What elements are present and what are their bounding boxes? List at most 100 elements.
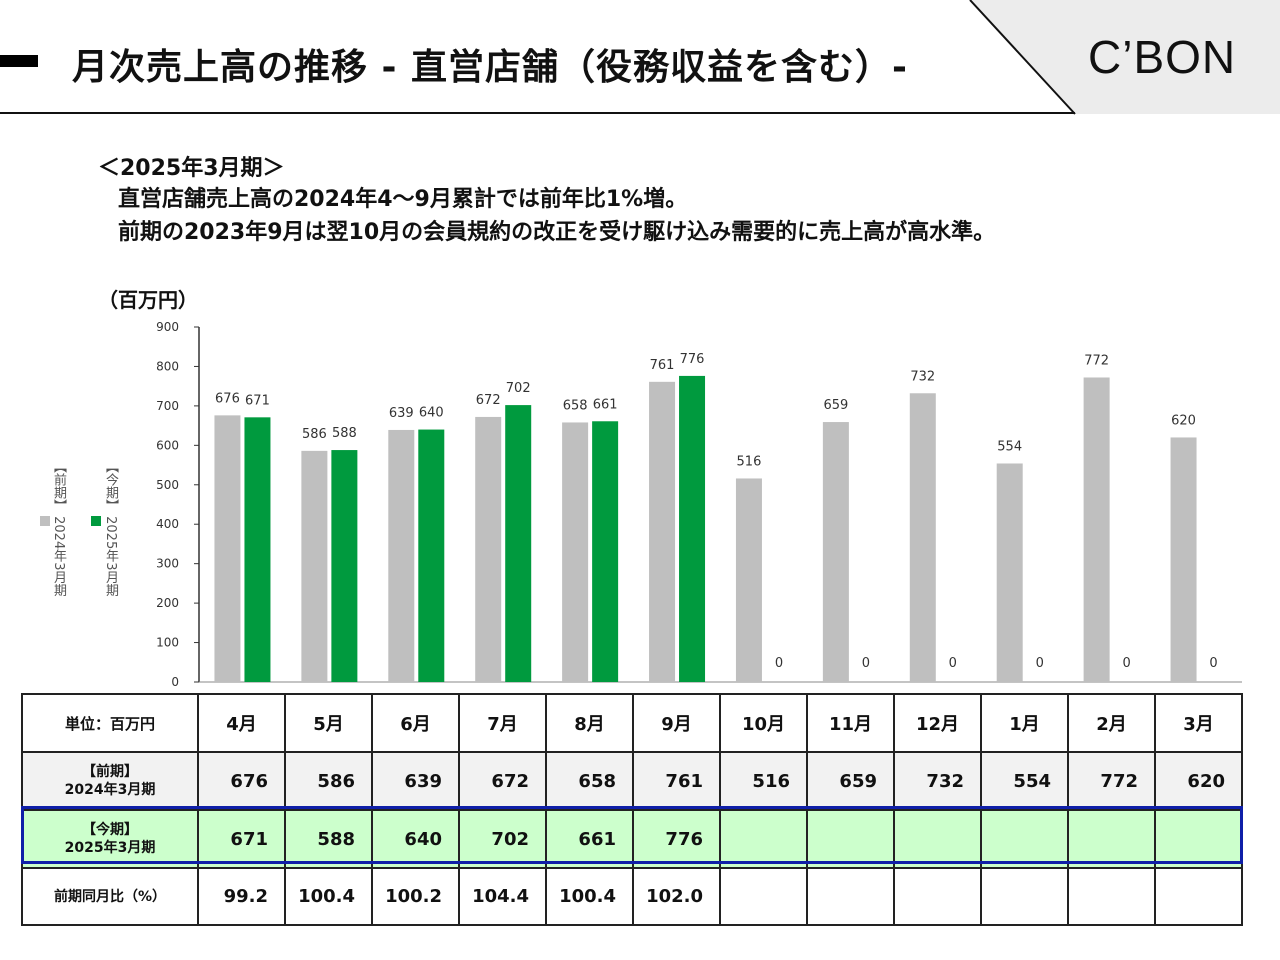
row-label-line: 【前期】 bbox=[82, 764, 138, 780]
bar-prev bbox=[822, 422, 849, 682]
data-label-prev: 586 bbox=[302, 427, 327, 442]
data-label-prev: 659 bbox=[823, 398, 848, 413]
table-cell: 702 bbox=[458, 809, 547, 869]
bar-curr bbox=[331, 450, 358, 682]
table-cell: 99.2 bbox=[197, 867, 286, 926]
data-label-curr: 0 bbox=[862, 656, 870, 671]
table-header-row: 単位：百万円 4月 5月 6月 7月 8月 9月 10月 11月 12月 1月 … bbox=[21, 693, 1243, 753]
table-cell: 516 bbox=[719, 751, 808, 811]
table-cell bbox=[1154, 809, 1243, 869]
month-header: 3月 bbox=[1154, 693, 1243, 753]
y-tick-label: 900 bbox=[156, 320, 179, 334]
bar-prev bbox=[735, 478, 762, 682]
bar-prev bbox=[1083, 377, 1110, 682]
table-cell bbox=[893, 809, 982, 869]
data-label-prev: 672 bbox=[476, 393, 501, 408]
bar-prev bbox=[1170, 437, 1197, 682]
bar-curr bbox=[418, 429, 445, 682]
table-cell: 100.4 bbox=[545, 867, 634, 926]
legend-prev-label: 【前期】 2024年3月期 bbox=[51, 460, 66, 597]
data-label-curr: 661 bbox=[593, 397, 618, 412]
table-cell: 761 bbox=[632, 751, 721, 811]
data-label-curr: 0 bbox=[775, 656, 783, 671]
bar-curr bbox=[505, 405, 532, 682]
month-header: 4月 bbox=[197, 693, 286, 753]
month-header: 7月 bbox=[458, 693, 547, 753]
table-row-ratio: 前期同月比（%） 99.2 100.4 100.2 104.4 100.4 10… bbox=[21, 867, 1243, 926]
y-tick-label: 200 bbox=[156, 596, 179, 610]
table-cell: 554 bbox=[980, 751, 1069, 811]
row-label-line: 【今期】 bbox=[82, 822, 138, 838]
data-label-curr: 0 bbox=[1122, 656, 1130, 671]
summary-line-2: 前期の2023年9月は翌10月の会員規約の改正を受け駆け込み需要的に売上高が高水… bbox=[118, 220, 996, 245]
table-cell: 104.4 bbox=[458, 867, 547, 926]
table-row-curr: 【今期】 2025年3月期 671 588 640 702 661 776 bbox=[21, 809, 1243, 869]
data-label-prev: 732 bbox=[910, 369, 935, 384]
table-cell: 639 bbox=[371, 751, 460, 811]
bar-prev bbox=[649, 381, 676, 682]
table-cell: 586 bbox=[284, 751, 373, 811]
data-label-curr: 0 bbox=[949, 656, 957, 671]
legend-swatch-prev bbox=[40, 516, 50, 526]
table-cell: 102.0 bbox=[632, 867, 721, 926]
table-cell: 659 bbox=[806, 751, 895, 811]
table-cell: 772 bbox=[1067, 751, 1156, 811]
period-heading: ＜2025年3月期＞ bbox=[98, 156, 285, 181]
month-header: 2月 bbox=[1067, 693, 1156, 753]
y-tick-label: 800 bbox=[156, 359, 179, 373]
data-label-prev: 639 bbox=[389, 406, 414, 421]
table-cell bbox=[719, 867, 808, 926]
sales-table: 単位：百万円 4月 5月 6月 7月 8月 9月 10月 11月 12月 1月 … bbox=[21, 693, 1243, 926]
y-tick-label: 700 bbox=[156, 399, 179, 413]
legend-swatch-curr bbox=[91, 516, 101, 526]
data-label-curr: 776 bbox=[680, 352, 705, 367]
table-cell: 672 bbox=[458, 751, 547, 811]
table-cell bbox=[1067, 867, 1156, 926]
month-header: 5月 bbox=[284, 693, 373, 753]
y-tick-label: 600 bbox=[156, 438, 179, 452]
row-label-line: 前期同月比（%） bbox=[53, 888, 167, 905]
month-header: 6月 bbox=[371, 693, 460, 753]
table-cell bbox=[980, 809, 1069, 869]
row-label-line: 2025年3月期 bbox=[64, 840, 156, 856]
header-rule bbox=[0, 112, 1075, 114]
table-cell: 100.2 bbox=[371, 867, 460, 926]
table-cell: 658 bbox=[545, 751, 634, 811]
bar-curr bbox=[679, 375, 706, 682]
data-label-prev: 516 bbox=[737, 454, 762, 469]
monthly-sales-bar-chart: 0 100 200 300 400 500 600 700 800 900 676 671 586 588… bbox=[156, 320, 1242, 689]
row-label-line: 2024年3月期 bbox=[64, 782, 156, 798]
month-header: 12月 bbox=[893, 693, 982, 753]
table-cell bbox=[806, 867, 895, 926]
y-tick-label: 100 bbox=[156, 636, 179, 650]
data-label-prev: 772 bbox=[1084, 353, 1109, 368]
table-cell: 671 bbox=[197, 809, 286, 869]
data-label-curr: 0 bbox=[1209, 656, 1217, 671]
header-bar: 月次売上高の推移 - 直営店舗（役務収益を含む）- C’BON bbox=[0, 0, 1280, 116]
table-cell: 100.4 bbox=[284, 867, 373, 926]
table-cell: 640 bbox=[371, 809, 460, 869]
row-label-prev: 【前期】 2024年3月期 bbox=[21, 751, 199, 811]
bar-prev bbox=[214, 415, 241, 682]
bar-prev bbox=[562, 422, 589, 682]
bar-prev bbox=[301, 450, 328, 682]
row-label-ratio: 前期同月比（%） bbox=[21, 867, 199, 926]
bar-prev bbox=[909, 393, 936, 682]
y-tick-label: 400 bbox=[156, 517, 179, 531]
data-label-curr: 640 bbox=[419, 406, 444, 421]
bar-curr bbox=[592, 421, 619, 682]
legend-curr-label: 【今期】 2025年3月期 bbox=[103, 460, 118, 597]
bar-curr bbox=[244, 417, 271, 682]
bar-prev bbox=[475, 416, 502, 682]
month-header: 9月 bbox=[632, 693, 721, 753]
y-tick-label: 0 bbox=[171, 675, 179, 689]
table-cell bbox=[719, 809, 808, 869]
table-cell bbox=[980, 867, 1069, 926]
table-cell: 732 bbox=[893, 751, 982, 811]
logo-panel bbox=[969, 0, 1280, 115]
header-dash-mark bbox=[0, 55, 38, 67]
table-cell: 588 bbox=[284, 809, 373, 869]
page-title: 月次売上高の推移 - 直営店舗（役務収益を含む）- bbox=[72, 47, 908, 88]
data-label-curr: 671 bbox=[245, 393, 270, 408]
table-cell bbox=[806, 809, 895, 869]
